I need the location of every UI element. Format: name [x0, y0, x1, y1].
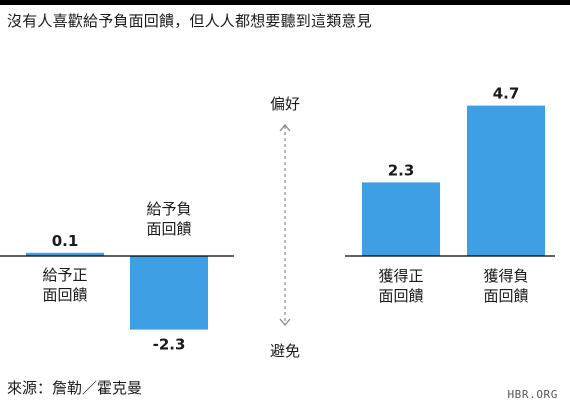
- bar-category-label: 給予負面回饋: [146, 200, 191, 238]
- bar-category-label: 獲得正面回饋: [378, 267, 423, 305]
- scale-label-prefer: 偏好: [270, 95, 300, 113]
- top-rule: [0, 0, 570, 5]
- scale-label-avoid: 避免: [270, 342, 300, 360]
- preference-scale: 偏好 避免: [270, 95, 300, 360]
- brand-logo-text: HBR.ORG: [507, 388, 558, 401]
- chart-title: 沒有人喜歡給予負面回饋，但人人都想要聽到這類意見: [7, 12, 372, 30]
- bar-0-1: [130, 256, 208, 330]
- bar-1-0: [362, 182, 440, 256]
- left-bar-group: 0.1 給予正面回饋 -2.3 給予負面回饋: [0, 200, 234, 354]
- bar-value-label: 4.7: [493, 85, 520, 103]
- bar-1-1: [467, 105, 545, 256]
- bar-value-label: 2.3: [388, 161, 415, 179]
- arrow-up-icon: [279, 123, 291, 132]
- bar-value-label: -2.3: [153, 336, 186, 354]
- bar-category-label: 給予正面回饋: [42, 266, 87, 304]
- right-bar-group: 2.3 獲得正面回饋 4.7 獲得負面回饋: [345, 85, 555, 305]
- source-note: 來源：詹勒／霍克曼: [7, 379, 143, 397]
- bar-category-label: 獲得負面回饋: [483, 267, 528, 305]
- bar-0-0: [26, 252, 104, 256]
- bar-value-label: 0.1: [52, 232, 79, 250]
- arrow-down-icon: [279, 318, 291, 327]
